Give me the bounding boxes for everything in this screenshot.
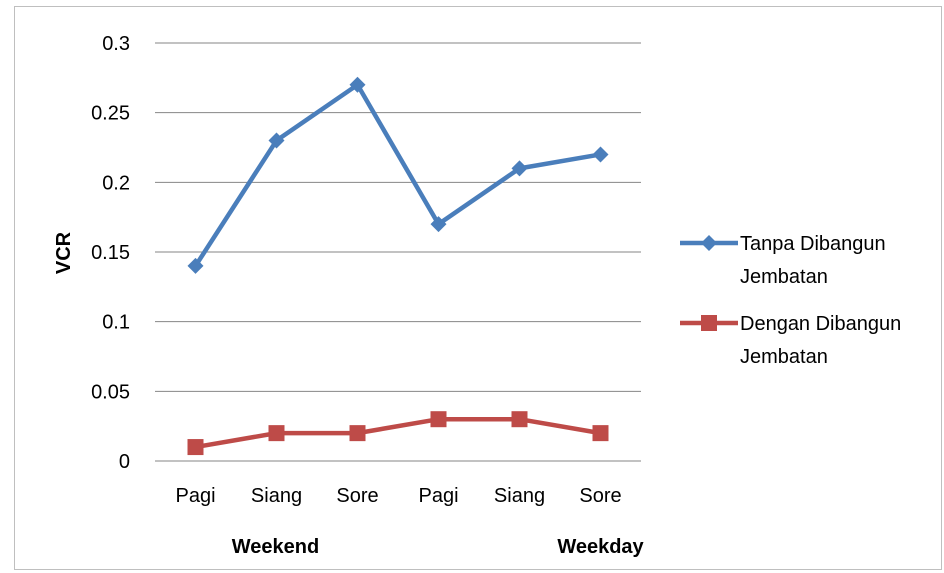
legend-label: Jembatan: [740, 266, 828, 288]
data-point: [349, 76, 366, 93]
data-point: [187, 439, 204, 456]
y-tick-label: 0.05: [91, 381, 130, 403]
legend-entry: Dengan Dibangun Jembatan: [680, 313, 901, 368]
x-tick-label: Pagi: [175, 485, 215, 507]
data-point: [430, 216, 447, 233]
data-point: [592, 146, 609, 163]
legend-swatch-marker: [701, 235, 717, 251]
data-point: [430, 411, 447, 428]
y-tick-label: 0.15: [91, 242, 130, 264]
legend-label: Dengan Dibangun: [740, 313, 901, 335]
gridlines: [155, 42, 641, 462]
y-tick-labels: 0 0.05 0.1 0.15 0.2 0.25 0.3: [91, 33, 130, 473]
y-axis-title: VCR: [53, 231, 75, 274]
data-point: [268, 425, 285, 442]
x-group-label: Weekend: [232, 536, 319, 558]
legend-label: Jembatan: [740, 346, 828, 368]
data-point: [349, 425, 366, 442]
y-tick-label: 0.25: [91, 103, 130, 125]
x-tick-label: Siang: [494, 485, 545, 507]
legend-swatch-marker: [701, 315, 717, 331]
series-lines: [187, 76, 609, 456]
x-tick-label: Sore: [579, 485, 621, 507]
x-tick-label: Pagi: [418, 485, 458, 507]
legend: Tanpa Dibangun Jembatan Dengan Dibangun Jem…: [680, 233, 901, 368]
y-tick-label: 0.3: [102, 33, 130, 55]
x-group-labels: Weekend Weekday: [232, 536, 645, 558]
data-point: [187, 257, 204, 274]
data-point: [268, 132, 285, 149]
legend-entry: Tanpa Dibangun Jembatan: [680, 233, 886, 288]
data-point: [511, 160, 528, 177]
x-tick-label: Sore: [336, 485, 378, 507]
y-tick-label: 0.2: [102, 172, 130, 194]
series-line: [193, 82, 601, 268]
data-point: [592, 425, 609, 442]
series-2: [187, 411, 609, 456]
chart-frame: [14, 6, 942, 570]
x-tick-label: Siang: [251, 485, 302, 507]
y-tick-label: 0: [119, 451, 130, 473]
y-tick-label: 0.1: [102, 312, 130, 334]
data-point: [511, 411, 528, 428]
legend-label: Tanpa Dibangun: [740, 233, 886, 255]
series-line: [195, 416, 601, 450]
series-1: [187, 76, 609, 274]
x-tick-labels: Pagi Siang Sore Pagi Siang Sore: [175, 485, 621, 507]
x-group-label: Weekday: [557, 536, 644, 558]
